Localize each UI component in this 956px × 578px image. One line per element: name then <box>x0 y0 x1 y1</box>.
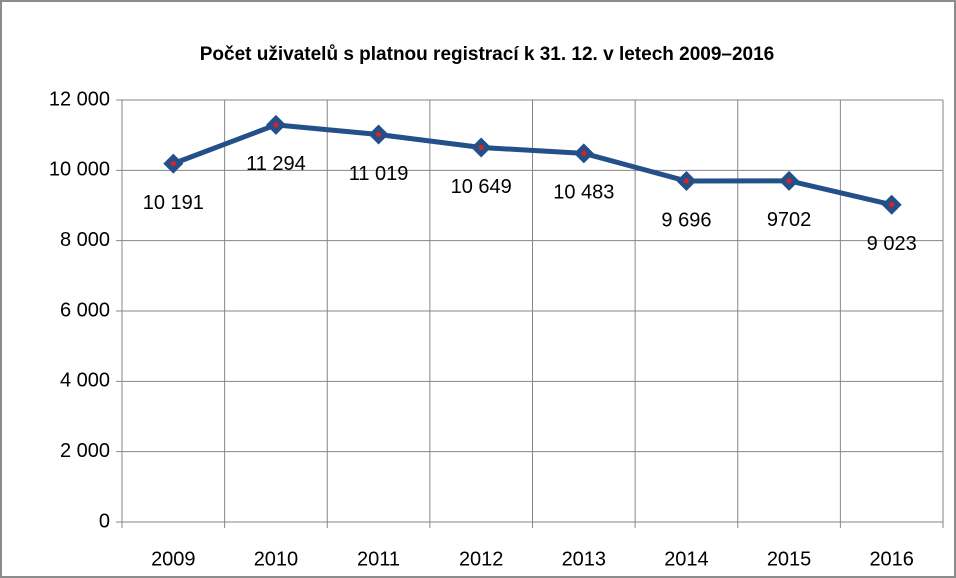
marker-dot <box>683 178 689 184</box>
y-tick-label: 4 000 <box>60 370 110 392</box>
x-tick-label: 2013 <box>562 548 607 570</box>
data-label: 9 023 <box>867 233 917 255</box>
y-tick-label: 8 000 <box>60 229 110 251</box>
x-tick-label: 2009 <box>151 548 196 570</box>
data-label: 11 019 <box>349 163 409 185</box>
y-tick-label: 6 000 <box>60 299 110 321</box>
marker-dot <box>786 178 792 184</box>
x-tick-label: 2011 <box>357 548 400 570</box>
marker-dot <box>889 202 895 208</box>
data-label: 10 483 <box>553 182 614 204</box>
x-tick-label: 2016 <box>869 548 914 570</box>
marker-dot <box>581 150 587 156</box>
data-label: 10 649 <box>451 176 512 198</box>
data-line <box>172 122 893 208</box>
marker-dot <box>376 131 382 137</box>
data-label: 9 696 <box>661 209 711 231</box>
x-tick-label: 2014 <box>664 548 709 570</box>
y-tick-label: 10 000 <box>49 159 110 181</box>
marker-dot <box>478 145 484 151</box>
x-tick-label: 2010 <box>254 548 299 570</box>
marker-dot <box>273 122 279 128</box>
marker-dot <box>170 161 176 167</box>
x-tick-label: 2015 <box>767 548 812 570</box>
y-tick-label: 12 000 <box>49 88 110 110</box>
y-tick-label: 2 000 <box>60 440 110 462</box>
data-label: 11 294 <box>246 153 306 175</box>
x-tick-label: 2012 <box>459 548 504 570</box>
data-label: 9702 <box>767 209 812 231</box>
data-label: 10 191 <box>143 192 204 214</box>
y-tick-label: 0 <box>99 510 110 532</box>
chart-title: Počet uživatelů s platnou registrací k 3… <box>200 44 775 65</box>
